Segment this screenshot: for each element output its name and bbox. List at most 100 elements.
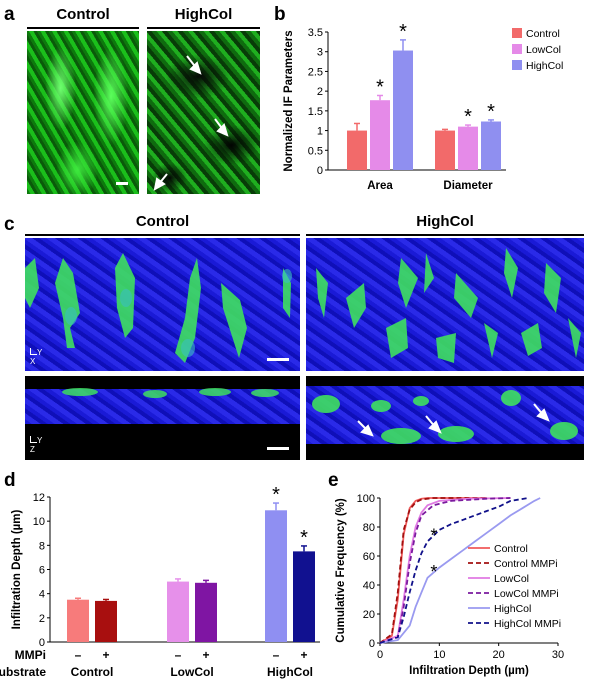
- mmpi-mark: +: [202, 648, 209, 662]
- legend-label: LowCol: [494, 573, 529, 585]
- y-tick-label: 40: [363, 580, 375, 592]
- panel-a-title-control: Control: [56, 6, 110, 23]
- axis-y-label: Y: [37, 348, 43, 357]
- legend-label: Control: [526, 28, 560, 40]
- axis-x-label: X: [30, 357, 36, 366]
- bar: [435, 130, 455, 170]
- legend-swatch: [512, 44, 522, 54]
- significance-star: *: [487, 101, 495, 123]
- arrow-head-icon: [216, 123, 229, 137]
- arrows-overlay: [153, 55, 229, 191]
- x-tick-label: 30: [552, 649, 564, 661]
- y-tick-label: 3.5: [308, 27, 323, 39]
- bar: [458, 126, 478, 170]
- bar: [293, 551, 315, 642]
- micrograph-a-control: [27, 31, 139, 194]
- scale-bar: [267, 447, 289, 450]
- y-tick-label: 60: [363, 551, 375, 563]
- x-category-label: Area: [367, 180, 393, 192]
- scale-bar: [267, 358, 289, 361]
- mmpi-mark: +: [102, 648, 109, 662]
- x-tick-label: 0: [377, 649, 383, 661]
- y-tick-label: 1.5: [308, 106, 323, 118]
- series-line: [379, 497, 541, 644]
- y-axis-label: Infiltration Depth (µm): [11, 509, 23, 629]
- micrograph-c-control-xy: Y X: [25, 238, 300, 371]
- panel-c-title-control: Control: [135, 213, 190, 230]
- bar: [481, 121, 501, 170]
- axis-indicator-xz: Y Z: [30, 436, 42, 454]
- legend-label: HighCol MMPi: [494, 618, 561, 630]
- micrograph-c-control-xz: Y Z: [25, 376, 300, 460]
- panel-a-title-rule-highcol: [147, 27, 260, 29]
- arrow-head-icon: [189, 61, 202, 75]
- panel-c-title-rule-highcol: [306, 234, 584, 236]
- row-label-substrate: Substrate: [0, 665, 46, 679]
- micrograph-c-highcol-xz: [306, 376, 584, 460]
- x-tick-label: 20: [493, 649, 505, 661]
- mmpi-mark: –: [75, 648, 82, 662]
- y-tick-label: 0: [369, 638, 375, 650]
- panel-a-title-rule-control: [27, 27, 139, 29]
- axis-y-label: Y: [37, 436, 43, 445]
- series-line: [379, 497, 529, 644]
- mmpi-mark: +: [300, 648, 307, 662]
- legend-label: Control MMPi: [494, 558, 558, 570]
- chart-d: 0 2 4 6 8 10 12 Infiltration Depth (µm) – + – + * – * +…: [0, 484, 320, 679]
- panel-d-label: d: [4, 470, 16, 491]
- significance-star: *: [300, 527, 308, 549]
- y-tick-label: 0.5: [308, 145, 323, 157]
- row-label-mmpi: MMPi: [15, 648, 46, 662]
- scale-bar: [116, 182, 128, 185]
- panel-b-label: b: [274, 4, 286, 25]
- legend-label: HighCol: [494, 603, 531, 615]
- significance-star: *: [399, 21, 407, 43]
- bar: [95, 600, 117, 642]
- panel-a-label: a: [4, 4, 15, 25]
- bar: [167, 581, 189, 642]
- y-tick-label: 6: [39, 565, 45, 577]
- significance-star: *: [272, 484, 280, 506]
- y-tick-label: 10: [33, 516, 45, 528]
- x-axis-label: Infiltration Depth (µm): [409, 665, 529, 677]
- group-label: LowCol: [170, 665, 213, 679]
- legend-swatch: [512, 60, 522, 70]
- bar: [347, 130, 367, 170]
- axis-z-label: Z: [30, 445, 35, 454]
- arrow-head-icon: [153, 177, 166, 191]
- y-tick-label: 4: [39, 589, 45, 601]
- arrow-head-icon: [536, 408, 550, 422]
- bar: [265, 510, 287, 642]
- panel-c-title-highcol: HighCol: [416, 213, 474, 230]
- bar: [195, 582, 217, 642]
- y-tick-label: 1: [317, 126, 323, 138]
- panel-e-label: e: [328, 470, 339, 491]
- significance-star: *: [430, 526, 437, 546]
- y-tick-label: 2: [317, 86, 323, 98]
- cells-overlay: [25, 253, 292, 363]
- group-label: HighCol: [267, 665, 313, 679]
- y-tick-label: 2: [39, 613, 45, 625]
- series-line: [379, 497, 511, 644]
- y-tick-label: 0: [39, 637, 45, 649]
- chart-e: 0 20 40 60 80 100 0 10 20 30 Infiltration Depth (µ…: [335, 493, 564, 677]
- group-label: Control: [71, 665, 114, 679]
- legend-label: LowCol: [526, 44, 561, 56]
- y-axis-label: Normalized IF Parameters: [283, 30, 295, 171]
- legend-label: Control: [494, 543, 528, 555]
- x-category-label: Diameter: [443, 180, 493, 192]
- axis-indicator-xy: Y X: [30, 348, 42, 366]
- y-tick-label: 8: [39, 540, 45, 552]
- micrograph-c-highcol-xy: [306, 238, 584, 371]
- cells-overlay: [316, 248, 581, 363]
- y-tick-label: 2.5: [308, 66, 323, 78]
- bar: [67, 599, 89, 642]
- bar: [370, 100, 390, 170]
- cells-overlay: [62, 388, 279, 398]
- arrow-head-icon: [360, 424, 374, 437]
- legend-label: HighCol: [526, 60, 563, 72]
- mmpi-mark: –: [273, 648, 280, 662]
- y-tick-label: 80: [363, 522, 375, 534]
- y-tick-label: 3: [317, 47, 323, 59]
- y-tick-label: 20: [363, 609, 375, 621]
